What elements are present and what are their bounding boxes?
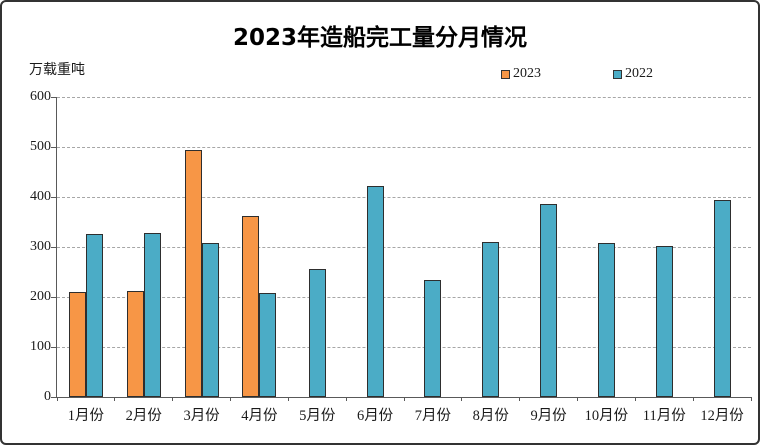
x-axis-tick — [403, 397, 405, 401]
legend-swatch-2022-icon — [613, 69, 622, 79]
x-axis-tick — [692, 397, 694, 401]
bar-2022-12月份 — [713, 199, 731, 397]
x-axis-tick — [56, 397, 58, 401]
y-axis-tick — [51, 246, 56, 248]
x-axis-label: 2月份 — [125, 408, 162, 424]
gridline — [57, 297, 751, 298]
gridline — [57, 197, 751, 198]
y-axis-tick — [51, 296, 56, 298]
x-axis-label: 5月份 — [299, 408, 336, 424]
legend-item-2023: 2023 — [501, 66, 541, 82]
gridline — [57, 147, 751, 148]
x-axis-tick — [750, 397, 752, 401]
y-axis-tick — [51, 196, 56, 198]
bar-2022-8月份 — [482, 242, 500, 397]
x-axis-label: 12月份 — [700, 408, 744, 424]
legend-item-2022: 2022 — [613, 66, 653, 82]
legend-swatch-2023-icon — [501, 69, 510, 79]
x-axis-tick — [172, 397, 174, 401]
x-axis-tick — [287, 397, 289, 401]
x-axis-label: 8月份 — [472, 408, 509, 424]
bar-2023-1月份 — [68, 291, 86, 397]
legend: 2023 2022 — [501, 66, 653, 82]
bar-2022-5月份 — [308, 269, 326, 397]
x-axis-tick — [114, 397, 116, 401]
y-axis-tick — [51, 146, 56, 148]
y-axis-tick-label: 0 — [44, 389, 51, 404]
y-axis-unit-label: 万载重吨 — [29, 63, 85, 78]
bar-2023-4月份 — [242, 215, 260, 397]
x-axis-tick — [461, 397, 463, 401]
chart-title: 2023年造船完工量分月情况 — [232, 25, 527, 51]
y-axis-tick — [51, 396, 56, 398]
bar-2022-4月份 — [259, 292, 277, 397]
plot-area: 0 100 200 300 400 500 600 1月份 2月份 3月份 4月份 5月份 6月份 7月… — [30, 90, 752, 424]
x-axis-tick — [519, 397, 521, 401]
bar-2022-11月份 — [655, 245, 673, 397]
legend-label-2022: 2022 — [625, 66, 653, 81]
x-axis-label: 3月份 — [183, 408, 220, 424]
bar-2022-2月份 — [143, 232, 161, 397]
y-axis-tick-label: 500 — [30, 139, 51, 154]
y-axis-tick — [51, 96, 56, 98]
gridline — [57, 97, 751, 98]
y-axis-tick-label: 100 — [30, 339, 51, 354]
y-axis-tick-label: 200 — [30, 289, 51, 304]
bar-2022-6月份 — [366, 186, 384, 397]
x-axis-label: 7月份 — [414, 408, 452, 424]
x-axis-tick — [577, 397, 578, 401]
y-axis-tick-label: 600 — [30, 89, 51, 104]
bar-2023-2月份 — [126, 291, 144, 397]
x-axis-tick — [345, 397, 347, 401]
bar-2023-3月份 — [184, 150, 202, 397]
gridline — [57, 347, 751, 348]
bar-2022-1月份 — [85, 233, 103, 397]
x-axis-label: 11月份 — [642, 408, 686, 424]
x-axis-label: 6月份 — [356, 408, 394, 424]
x-axis-label: 9月份 — [530, 408, 567, 424]
x-axis-label: 10月份 — [584, 408, 629, 424]
x-axis-tick — [634, 397, 636, 401]
legend-label-2023: 2023 — [513, 66, 541, 81]
bar-2022-3月份 — [201, 242, 219, 397]
bar-2022-7月份 — [424, 279, 442, 397]
x-axis-tick — [230, 397, 231, 401]
bar-2022-9月份 — [540, 204, 558, 397]
gridline — [57, 247, 751, 248]
y-axis-tick-label: 300 — [30, 239, 51, 254]
bar-2022-10月份 — [597, 243, 615, 397]
y-axis-tick-label: 400 — [30, 189, 51, 204]
x-axis-label: 4月份 — [241, 408, 278, 424]
x-axis-label: 1月份 — [67, 408, 105, 424]
y-axis-tick — [51, 346, 56, 348]
